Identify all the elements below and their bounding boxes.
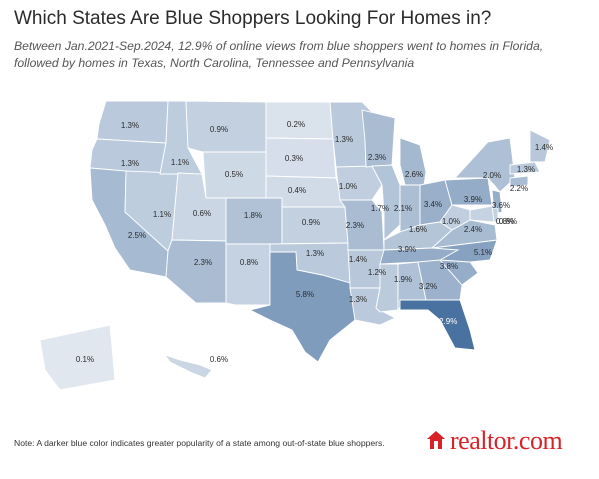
state-label-wy: 0.5% bbox=[225, 170, 243, 179]
state-fl[interactable] bbox=[399, 299, 476, 351]
state-label-la: 1.3% bbox=[349, 295, 367, 304]
state-label-mn: 1.3% bbox=[335, 135, 353, 144]
map-title: Which States Are Blue Shoppers Looking F… bbox=[14, 8, 492, 29]
state-label-ms: 1.2% bbox=[368, 268, 386, 277]
state-label-sc: 3.8% bbox=[440, 262, 458, 271]
state-label-mo: 2.3% bbox=[346, 221, 364, 230]
state-label-ga: 3.2% bbox=[419, 282, 437, 291]
state-label-nd: 0.2% bbox=[287, 120, 305, 129]
state-pa[interactable] bbox=[444, 177, 493, 206]
state-label-ks: 0.9% bbox=[302, 218, 320, 227]
logo-wordmark: realtor.com bbox=[450, 426, 563, 455]
state-co[interactable] bbox=[225, 197, 283, 245]
state-label-sd: 0.3% bbox=[285, 154, 303, 163]
state-labels: 1.3% 1.3% 2.5% 1.1% 1.1% 0.9% 0.5% 0.6% 2.3% 1.8%… bbox=[76, 120, 553, 364]
state-label-de: 0.8% bbox=[499, 217, 517, 226]
state-ma[interactable] bbox=[509, 161, 541, 175]
state-label-ne: 0.4% bbox=[288, 186, 306, 195]
state-label-ny: 2.0% bbox=[483, 171, 501, 180]
state-label-nj: 3.6% bbox=[492, 201, 510, 210]
state-label-ar: 1.4% bbox=[349, 255, 367, 264]
state-ga[interactable] bbox=[417, 259, 463, 301]
state-label-nv: 1.1% bbox=[153, 210, 171, 219]
state-label-ok: 1.3% bbox=[306, 249, 324, 258]
state-label-va: 2.4% bbox=[464, 225, 482, 234]
state-label-pa: 3.9% bbox=[464, 195, 482, 204]
state-label-id: 1.1% bbox=[171, 158, 189, 167]
state-me[interactable] bbox=[529, 129, 551, 163]
state-shapes bbox=[39, 100, 551, 391]
color-note: Note: A darker blue color indicates grea… bbox=[14, 438, 385, 448]
state-label-ma: 1.3% bbox=[517, 165, 535, 174]
state-label-az: 2.3% bbox=[194, 258, 212, 267]
state-label-nm: 0.8% bbox=[240, 258, 258, 267]
state-label-me: 1.4% bbox=[535, 143, 553, 152]
state-label-mt: 0.9% bbox=[210, 125, 228, 134]
state-label-in: 2.1% bbox=[394, 204, 412, 213]
state-label-ca: 2.5% bbox=[128, 231, 146, 240]
state-md[interactable] bbox=[469, 205, 495, 223]
state-nm[interactable] bbox=[225, 243, 271, 306]
state-label-wi: 2.3% bbox=[368, 153, 386, 162]
state-label-ct: 2.2% bbox=[510, 184, 528, 193]
state-label-ia: 1.0% bbox=[339, 182, 357, 191]
state-hi[interactable] bbox=[163, 354, 213, 379]
state-label-ut: 0.6% bbox=[193, 209, 211, 218]
state-label-hi: 0.6% bbox=[210, 355, 228, 364]
state-label-ak: 0.1% bbox=[76, 355, 94, 364]
state-label-al: 1.9% bbox=[394, 275, 412, 284]
state-label-md: 0.8% bbox=[496, 217, 514, 226]
state-label-mi: 2.6% bbox=[405, 170, 423, 179]
state-az[interactable] bbox=[165, 239, 227, 304]
state-label-fl: 12.9% bbox=[435, 317, 458, 326]
state-label-co: 1.8% bbox=[244, 211, 262, 220]
state-label-oh: 3.4% bbox=[424, 200, 442, 209]
state-label-nc: 5.1% bbox=[474, 248, 492, 257]
state-label-wa: 1.3% bbox=[121, 121, 139, 130]
map-subtitle: Between Jan.2021-Sep.2024, 12.9% of onli… bbox=[14, 39, 544, 70]
house-icon bbox=[427, 431, 445, 449]
state-label-or: 1.3% bbox=[121, 159, 139, 168]
state-ak[interactable] bbox=[39, 324, 116, 391]
state-il[interactable] bbox=[371, 164, 401, 242]
state-label-tn: 3.9% bbox=[398, 245, 416, 254]
state-ct[interactable] bbox=[509, 175, 529, 188]
state-label-wv: 1.0% bbox=[442, 217, 460, 226]
state-label-il: 1.7% bbox=[371, 204, 389, 213]
state-label-tx: 5.8% bbox=[296, 290, 314, 299]
state-label-ky: 1.6% bbox=[409, 225, 427, 234]
state-tx[interactable] bbox=[248, 251, 356, 363]
realtor-logo[interactable]: realtor.com bbox=[426, 426, 592, 456]
